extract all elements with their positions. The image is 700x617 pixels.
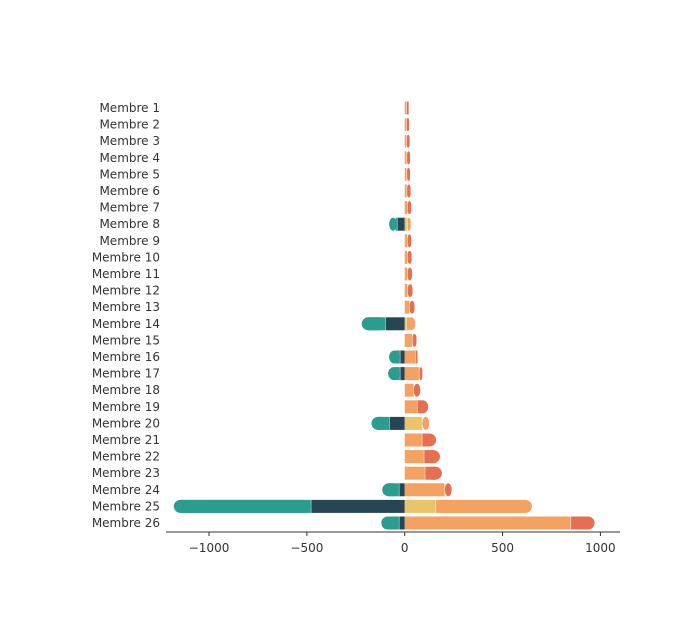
x-tick-label: 0 [401,541,409,555]
bar-segment-series-1 [385,317,405,330]
bar-segment-series-5 [407,185,411,198]
category-label: Membre 9 [99,234,160,248]
bar-segment-series-5 [407,135,410,148]
category-label: Membre 16 [92,350,160,364]
category-label: Membre 22 [92,450,160,464]
bar-segment-series-4 [436,500,532,513]
category-labels: Membre 1 Membre 2 Membre 3 Membre 4 Membre 5… [92,101,160,530]
category-label: Membre 10 [92,250,160,264]
bar-segment-series-1 [397,218,405,231]
category-label: Membre 19 [92,400,160,414]
bar-segment-series-5 [408,268,412,281]
bar-segment-series-4 [405,517,571,530]
bar-segment-series-5 [416,351,418,364]
category-label: Membre 18 [92,383,160,397]
bar-segment-series-4 [405,434,423,447]
x-tick-label: −500 [290,541,323,555]
bar-segment-series-3 [405,417,423,430]
category-label: Membre 11 [92,267,160,281]
category-label: Membre 23 [92,466,160,480]
category-label: Membre 24 [92,483,160,497]
bar-segment-series-2 [388,367,400,380]
category-label: Membre 17 [92,367,160,381]
bar-segment-series-4 [407,317,416,330]
bar-segment-series-5 [417,400,428,413]
bar-segment-series-5 [424,450,440,463]
category-label: Membre 14 [92,317,160,331]
bar-segment-series-4 [405,467,426,480]
category-label: Membre 13 [92,300,160,314]
bar-segment-series-2 [381,517,399,530]
category-label: Membre 21 [92,433,160,447]
bar-segment-series-4 [408,218,411,231]
bar-segment-series-2 [389,351,400,364]
bar-segment-series-5 [413,334,417,347]
category-label: Membre 7 [99,201,160,215]
bar-segment-series-1 [399,483,405,496]
category-label: Membre 15 [92,333,160,347]
category-label: Membre 6 [99,184,160,198]
bar-segment-series-1 [399,517,405,530]
bar-segment-series-5 [408,201,412,214]
bar-segment-series-1 [389,417,405,430]
bar-segment-series-5 [407,151,410,164]
bar-segment-series-2 [389,218,397,231]
x-tick-label: 1000 [585,541,616,555]
bar-segment-series-4 [405,483,445,496]
bar-segment-series-5 [422,434,436,447]
bar-segment-series-4 [405,334,413,347]
bar-segment-series-5 [425,467,442,480]
category-label: Membre 12 [92,284,160,298]
bar-segment-series-4 [405,400,418,413]
bar-segment-series-4 [405,367,420,380]
bar-segment-series-2 [371,417,389,430]
bar-segment-series-5 [407,102,409,115]
category-label: Membre 5 [99,167,160,181]
bar-segment-series-5 [419,367,422,380]
bar-segment-series-3 [405,500,436,513]
x-axis: −1000 −500 0 500 1000 [166,532,620,555]
bar-segment-series-5 [407,168,410,181]
bar-segment-series-4 [405,384,414,397]
bar-segment-series-4 [405,450,425,463]
bar-segment-series-5 [414,384,421,397]
bar-segment-series-5 [408,251,412,264]
bar-segment-series-4 [405,351,416,364]
category-label: Membre 3 [99,134,160,148]
category-label: Membre 26 [92,516,160,530]
bar-segment-series-5 [410,301,415,314]
bar-segment-series-5 [571,517,594,530]
category-label: Membre 20 [92,416,160,430]
bar-segment-series-1 [400,367,405,380]
bar-segment-series-2 [362,317,385,330]
x-tick-label: −1000 [189,541,230,555]
category-label: Membre 8 [99,217,160,231]
bar-segment-series-1 [311,500,405,513]
bar-segment-series-1 [400,351,405,364]
category-label: Membre 2 [99,118,160,132]
bar-segment-series-4 [405,301,410,314]
bar-segment-series-5 [408,234,412,247]
bar-segment-series-5 [408,284,413,297]
category-label: Membre 1 [99,101,160,115]
bar-segment-series-2 [382,483,399,496]
bar-segment-series-5 [407,118,409,131]
category-label: Membre 4 [99,151,160,165]
bar-segment-series-4 [422,417,429,430]
category-label: Membre 25 [92,499,160,513]
bar-segment-series-2 [174,500,311,513]
bar-segment-series-5 [445,483,452,496]
bars [174,102,595,530]
x-ticks: −1000 −500 0 500 1000 [189,532,616,555]
x-tick-label: 500 [491,541,514,555]
